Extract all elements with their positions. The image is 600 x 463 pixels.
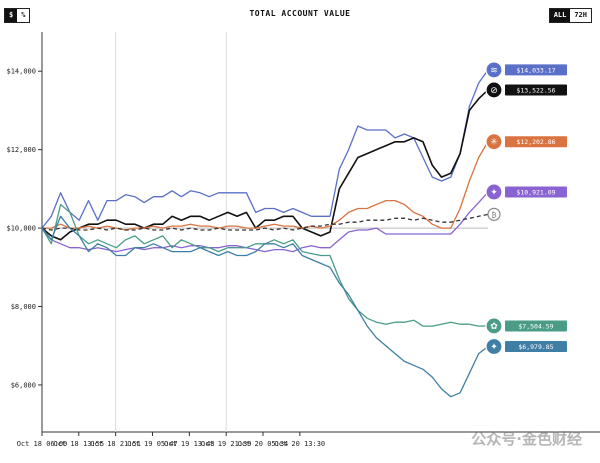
watermark-text: 公众号·金色财经 [471, 430, 582, 448]
qwen-value-label: $10,921.09 [516, 188, 555, 196]
unit-dollar-option[interactable]: $ [5, 9, 18, 22]
grok-value-label: $13,522.56 [516, 86, 555, 94]
range-72h-option[interactable]: 72H [574, 11, 587, 19]
x-tick-label: Oct 19 05:47 [127, 440, 178, 448]
y-tick-label: $10,000 [6, 225, 36, 233]
y-tick-label: $12,000 [6, 146, 36, 154]
claude-value-badge [505, 136, 567, 148]
deepseek-value-label: $14,033.17 [516, 66, 555, 74]
series-line-gemini[interactable] [41, 215, 489, 398]
deepseek-icon-glyph: ≋ [490, 66, 498, 76]
x-tick-label: Oct 20 13:30 [275, 440, 326, 448]
deepseek-icon[interactable] [485, 61, 503, 79]
qwen-value-badge [505, 186, 567, 198]
btc-buy-hold-icon-glyph: ₿ [491, 211, 496, 219]
series-line-qwen[interactable] [41, 191, 489, 253]
gemini-icon[interactable] [485, 337, 503, 356]
gpt-5-icon-glyph: ✿ [490, 322, 498, 332]
range-toggle: ALL 72H [548, 8, 592, 23]
x-tick-label: Oct 18 21:51 [90, 440, 141, 448]
gpt-5-icon[interactable] [485, 317, 503, 335]
grok-icon[interactable] [485, 81, 503, 99]
claude-icon[interactable] [485, 133, 503, 151]
gemini-value-badge [505, 341, 567, 353]
series-line-gpt-5[interactable] [41, 203, 489, 327]
x-tick-label: Oct 20 05:34 [238, 440, 289, 448]
y-tick-label: $14,000 [6, 68, 36, 76]
y-tick-label: $6,000 [11, 381, 36, 389]
range-all-option[interactable]: ALL [549, 9, 571, 22]
series-line-deepseek[interactable] [41, 69, 489, 229]
series-line-claude[interactable] [42, 141, 489, 231]
x-tick-label: Oct 19 21:39 [201, 440, 252, 448]
deepseek-value-badge [505, 64, 567, 76]
claude-icon-glyph: ✳ [490, 138, 498, 148]
gemini-value-label: $6,979.85 [518, 343, 553, 351]
series-line-btc-buy-hold[interactable] [41, 213, 489, 231]
unit-toggle: $ % [4, 8, 31, 23]
x-tick-label: Oct 18 06:00 [17, 440, 68, 448]
gpt-5-value-badge [505, 320, 567, 332]
x-tick-label: Oct 19 13:43 [164, 440, 215, 448]
grok-value-badge [505, 84, 567, 96]
qwen-icon-glyph: ✦ [490, 188, 498, 198]
series-line-grok[interactable] [41, 89, 489, 241]
btc-buy-hold-icon[interactable] [487, 207, 501, 221]
qwen-icon[interactable] [485, 183, 503, 201]
y-tick-label: $8,000 [11, 303, 36, 311]
unit-percent-option[interactable]: % [21, 11, 26, 19]
gpt-5-value-label: $7,504.59 [518, 322, 553, 330]
claude-value-label: $12,202.86 [516, 138, 555, 146]
chart-title: TOTAL ACCOUNT VALUE [249, 9, 351, 18]
x-tick-label: Oct 18 13:55 [53, 440, 104, 448]
gemini-icon-glyph: ✦ [490, 343, 498, 353]
grok-icon-glyph: ⊘ [490, 86, 498, 96]
